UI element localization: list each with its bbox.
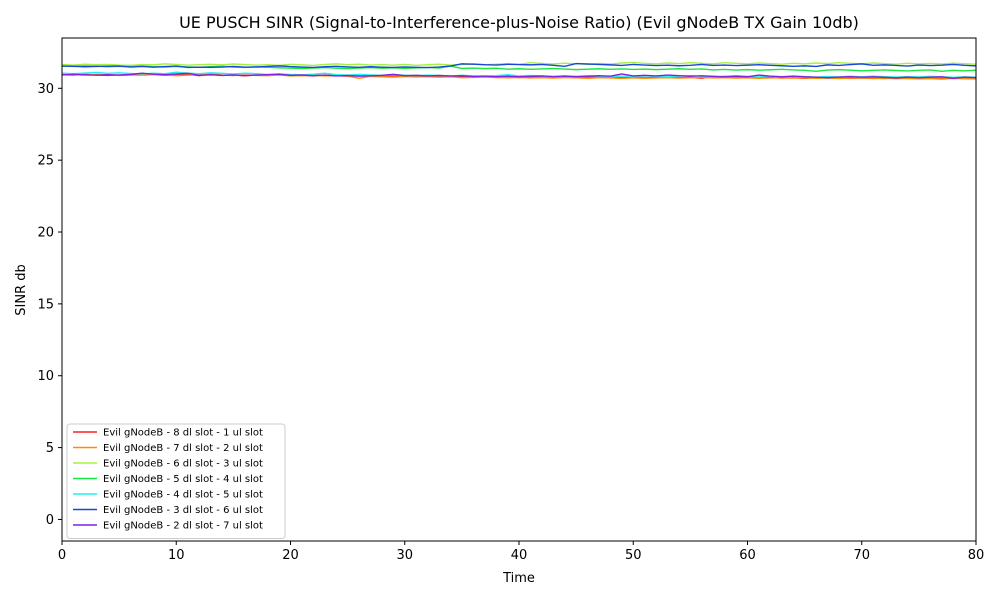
y-tick-label: 15 <box>37 297 54 312</box>
x-tick-label: 80 <box>968 548 985 563</box>
legend-entry-7: Evil gNodeB - 2 dl slot - 7 ul slot <box>103 521 263 532</box>
y-axis-ticks: 0 5 10 15 20 25 30 <box>37 82 62 528</box>
y-tick-label: 10 <box>37 369 54 384</box>
chart-title: UE PUSCH SINR (Signal-to-Interference-pl… <box>179 13 859 32</box>
y-tick-label: 20 <box>37 226 54 241</box>
y-tick-label: 30 <box>37 82 54 97</box>
legend-entry-2: Evil gNodeB - 7 dl slot - 2 ul slot <box>103 443 263 454</box>
series-lines <box>61 61 977 80</box>
x-tick-label: 50 <box>625 548 642 563</box>
y-tick-label: 25 <box>37 154 54 169</box>
y-axis-label: SINR db <box>14 264 29 315</box>
x-tick-label: 0 <box>58 548 66 563</box>
legend: Evil gNodeB - 8 dl slot - 1 ul slot Evil … <box>66 423 286 539</box>
x-axis-ticks: 0 10 20 30 40 50 60 70 80 <box>58 541 984 563</box>
x-axis-label: Time <box>502 571 535 586</box>
x-tick-label: 10 <box>168 548 185 563</box>
legend-entry-3: Evil gNodeB - 6 dl slot - 3 ul slot <box>103 459 263 470</box>
legend-box <box>66 423 286 539</box>
legend-entry-4: Evil gNodeB - 5 dl slot - 4 ul slot <box>103 474 263 485</box>
x-tick-label: 20 <box>282 548 299 563</box>
series-line-6 <box>61 62 977 69</box>
series-line-5 <box>61 71 977 79</box>
x-tick-label: 70 <box>853 548 870 563</box>
y-tick-label: 5 <box>46 441 54 456</box>
x-tick-label: 60 <box>739 548 756 563</box>
legend-entry-1: Evil gNodeB - 8 dl slot - 1 ul slot <box>103 428 263 439</box>
series-line-7 <box>61 72 977 79</box>
legend-entry-6: Evil gNodeB - 3 dl slot - 6 ul slot <box>103 505 263 516</box>
legend-entry-5: Evil gNodeB - 4 dl slot - 5 ul slot <box>103 490 263 501</box>
x-tick-label: 30 <box>396 548 413 563</box>
y-tick-label: 0 <box>46 513 54 528</box>
x-tick-label: 40 <box>511 548 528 563</box>
